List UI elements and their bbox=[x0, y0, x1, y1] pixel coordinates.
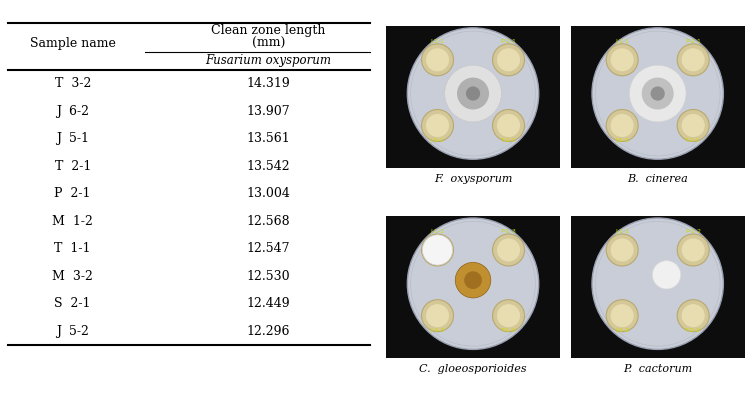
Circle shape bbox=[606, 44, 638, 76]
Text: 13.004: 13.004 bbox=[247, 187, 290, 200]
Circle shape bbox=[497, 48, 520, 71]
Text: 12.530: 12.530 bbox=[247, 270, 290, 283]
Circle shape bbox=[651, 87, 665, 101]
Text: T  3-2: T 3-2 bbox=[54, 77, 91, 90]
Text: J-5-2: J-5-2 bbox=[615, 328, 629, 333]
Text: (mm): (mm) bbox=[252, 37, 285, 50]
Text: T-2-2: T-2-2 bbox=[685, 328, 701, 333]
Circle shape bbox=[455, 262, 491, 298]
Circle shape bbox=[492, 109, 525, 141]
FancyBboxPatch shape bbox=[386, 26, 560, 168]
Circle shape bbox=[682, 239, 705, 261]
Text: J-5-1: J-5-1 bbox=[431, 138, 444, 143]
Text: 14.319: 14.319 bbox=[247, 77, 290, 90]
Text: F.  oxysporum: F. oxysporum bbox=[434, 174, 512, 184]
Text: J  5-1: J 5-1 bbox=[57, 132, 89, 145]
Circle shape bbox=[611, 48, 633, 71]
Text: M  3-2: M 3-2 bbox=[52, 270, 93, 283]
Text: J-1-3: J-1-3 bbox=[431, 229, 445, 234]
Text: C.  gloeosporioides: C. gloeosporioides bbox=[419, 364, 527, 374]
Circle shape bbox=[606, 300, 638, 332]
Circle shape bbox=[421, 300, 453, 332]
Text: P-2-1: P-2-1 bbox=[501, 39, 516, 44]
Text: T-2-1: T-2-1 bbox=[685, 138, 701, 143]
Text: 13.542: 13.542 bbox=[247, 160, 290, 173]
Text: T-2-1: T-2-1 bbox=[501, 138, 516, 143]
Circle shape bbox=[466, 87, 480, 101]
Circle shape bbox=[497, 114, 520, 137]
Circle shape bbox=[592, 28, 723, 159]
Circle shape bbox=[682, 114, 705, 137]
Circle shape bbox=[611, 304, 633, 327]
Text: Clean zone length: Clean zone length bbox=[211, 24, 326, 37]
Text: J-2-2: J-2-2 bbox=[615, 229, 630, 234]
Text: 12.547: 12.547 bbox=[247, 242, 290, 255]
Circle shape bbox=[682, 304, 705, 327]
Circle shape bbox=[611, 114, 633, 137]
Circle shape bbox=[407, 28, 538, 159]
Text: P  2-1: P 2-1 bbox=[54, 187, 91, 200]
Text: T  1-1: T 1-1 bbox=[54, 242, 91, 255]
Circle shape bbox=[682, 48, 705, 71]
Circle shape bbox=[421, 234, 453, 266]
Circle shape bbox=[445, 65, 501, 122]
Circle shape bbox=[492, 44, 525, 76]
Circle shape bbox=[497, 239, 520, 261]
Circle shape bbox=[492, 234, 525, 266]
Text: J-5-1: J-5-1 bbox=[615, 138, 629, 143]
Circle shape bbox=[611, 239, 633, 261]
Text: S  2-1: S 2-1 bbox=[54, 297, 91, 310]
FancyBboxPatch shape bbox=[571, 216, 745, 358]
Text: B.  cinerea: B. cinerea bbox=[627, 174, 688, 184]
Circle shape bbox=[426, 48, 449, 71]
Text: P-2-2: P-2-2 bbox=[685, 229, 701, 234]
Circle shape bbox=[652, 261, 681, 289]
Circle shape bbox=[630, 65, 686, 122]
Text: J-4-3: J-4-3 bbox=[431, 328, 445, 333]
Circle shape bbox=[426, 114, 449, 137]
Circle shape bbox=[592, 218, 723, 350]
Circle shape bbox=[464, 271, 482, 289]
Text: J  5-2: J 5-2 bbox=[57, 325, 89, 338]
Circle shape bbox=[677, 109, 710, 141]
Circle shape bbox=[422, 235, 452, 265]
Circle shape bbox=[497, 304, 520, 327]
Text: 12.568: 12.568 bbox=[247, 215, 290, 228]
Circle shape bbox=[677, 300, 710, 332]
Text: 13.561: 13.561 bbox=[247, 132, 290, 145]
Circle shape bbox=[642, 77, 673, 109]
Text: M  1-2: M 1-2 bbox=[52, 215, 93, 228]
Circle shape bbox=[407, 218, 538, 350]
Circle shape bbox=[677, 234, 710, 266]
Circle shape bbox=[606, 109, 638, 141]
Text: Fusarium oxysporum: Fusarium oxysporum bbox=[205, 54, 331, 67]
Circle shape bbox=[492, 300, 525, 332]
Text: P-2-1: P-2-1 bbox=[685, 39, 701, 44]
Circle shape bbox=[606, 234, 638, 266]
Text: J  6-2: J 6-2 bbox=[57, 105, 89, 118]
Circle shape bbox=[457, 77, 489, 109]
FancyBboxPatch shape bbox=[386, 216, 560, 358]
Text: 12.449: 12.449 bbox=[247, 297, 290, 310]
Text: P-1-3: P-1-3 bbox=[501, 229, 516, 234]
Circle shape bbox=[426, 239, 449, 261]
Text: J-2-1: J-2-1 bbox=[615, 39, 629, 44]
Text: T  2-1: T 2-1 bbox=[54, 160, 91, 173]
Circle shape bbox=[677, 44, 710, 76]
Circle shape bbox=[421, 109, 453, 141]
Circle shape bbox=[421, 44, 453, 76]
Text: Sample name: Sample name bbox=[30, 37, 115, 50]
Text: T-1-3: T-1-3 bbox=[501, 328, 516, 333]
Text: 12.296: 12.296 bbox=[247, 325, 290, 338]
Text: 13.907: 13.907 bbox=[247, 105, 290, 118]
Text: J-2-1: J-2-1 bbox=[431, 39, 445, 44]
Circle shape bbox=[426, 304, 449, 327]
FancyBboxPatch shape bbox=[571, 26, 745, 168]
Text: P.  cactorum: P. cactorum bbox=[623, 364, 692, 374]
